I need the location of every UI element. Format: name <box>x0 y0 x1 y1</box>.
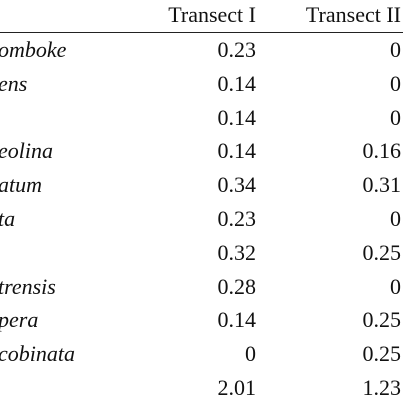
transect-1-value: 0.28 <box>217 273 257 299</box>
transect-1-value: 0 <box>245 341 256 367</box>
species-name: trensis <box>0 273 56 299</box>
species-name: pera <box>0 307 39 333</box>
transect-2-value: 0.31 <box>362 172 402 198</box>
transect-2-value: 0 <box>390 206 401 231</box>
species-name: ens <box>0 70 28 96</box>
transect-2-value: 0.16 <box>362 138 402 164</box>
transect-2-value: 0.25 <box>362 341 402 367</box>
transect-1-value: 0.34 <box>217 172 257 198</box>
transect-1-value: 0.32 <box>217 239 257 265</box>
species-name: cobinata <box>0 341 75 367</box>
transect-2-value: 0.25 <box>362 239 402 265</box>
transect-1-value: 0.14 <box>217 104 257 130</box>
transect-2-value: 0 <box>390 70 401 96</box>
transect-2-value: 0 <box>390 104 401 130</box>
species-name: eolina <box>0 138 53 164</box>
column-header: Transect I <box>168 2 256 27</box>
species-name: omboke <box>0 37 67 62</box>
transect-1-value: 0.14 <box>217 307 257 333</box>
transect-2-value: 0 <box>390 37 401 62</box>
species-name: ta <box>0 206 16 231</box>
header-rule <box>0 32 403 33</box>
transect-2-value: 1.23 <box>362 375 402 400</box>
column-header: Transect II <box>305 2 401 27</box>
transect-1-value: 0.14 <box>217 138 257 164</box>
transect-1-value: 0.23 <box>217 206 257 231</box>
transect-1-value: 0.23 <box>217 37 257 62</box>
transect-2-value: 0 <box>390 273 401 299</box>
transect-2-value: 0.25 <box>362 307 402 333</box>
species-name: atum <box>0 172 42 198</box>
transect-1-value: 0.14 <box>217 70 257 96</box>
transect-1-value: 2.01 <box>217 375 257 400</box>
